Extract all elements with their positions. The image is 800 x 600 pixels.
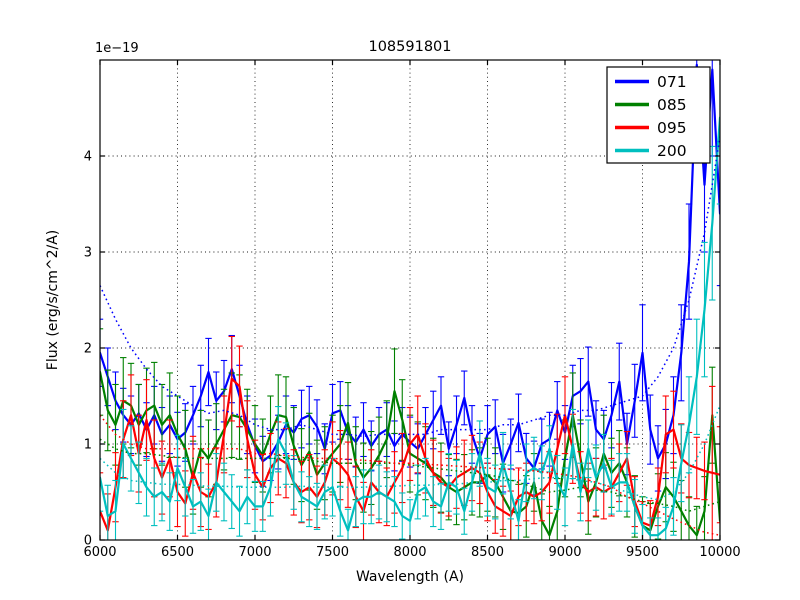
x-tick-label: 9000 (548, 545, 581, 560)
legend-label-200: 200 (657, 142, 687, 160)
legend: 071 085 095 200 (606, 66, 711, 164)
x-tick-label: 6000 (83, 545, 116, 560)
dotted-085-noise (100, 438, 720, 512)
y-axis-offset-text: 1e−19 (95, 41, 139, 56)
x-tick-label: 9500 (626, 545, 659, 560)
legend-label-095: 095 (657, 119, 687, 137)
y-tick-label: 1 (84, 438, 92, 453)
legend-label-085: 085 (657, 96, 687, 114)
y-tick-label: 0 (84, 534, 92, 549)
x-tick-label: 6500 (161, 545, 194, 560)
dotted-200-noise (100, 405, 720, 501)
legend-label-071: 071 (657, 73, 687, 91)
plot-title: 108591801 (368, 39, 451, 55)
series-095-line (100, 377, 720, 532)
x-axis-label: Wavelength (A) (356, 569, 464, 585)
x-tick-label: 8500 (471, 545, 504, 560)
y-axis-label: Flux (erg/s/cm^2/A) (45, 230, 61, 370)
x-tick-label: 7500 (316, 545, 349, 560)
x-tick-label: 10000 (699, 545, 740, 560)
y-tick-label: 2 (84, 342, 92, 357)
y-tick-label: 3 (84, 246, 92, 261)
x-tick-label: 8000 (393, 545, 426, 560)
series-200-line (100, 116, 720, 537)
x-tick-label: 7000 (238, 545, 271, 560)
tick-labels: 6000 6500 7000 7500 8000 8500 9000 9500 10000 0 1 2… (83, 150, 740, 561)
ticks (99, 60, 721, 541)
y-tick-label: 4 (84, 150, 92, 165)
series-200 (100, 60, 720, 540)
dotted-095-noise (100, 414, 720, 536)
